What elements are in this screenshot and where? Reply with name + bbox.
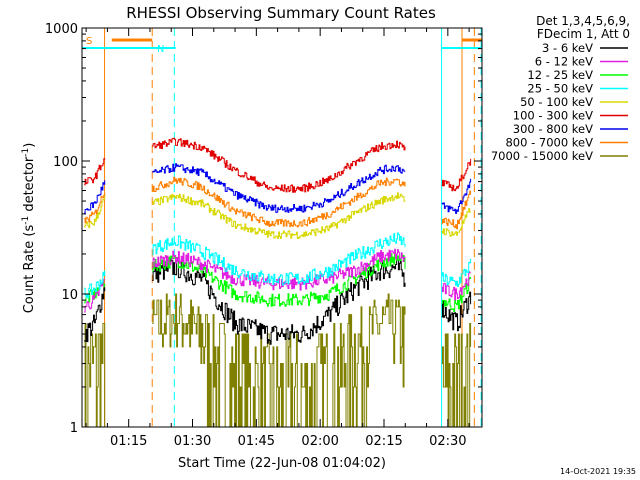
series-trace-segment-1 (84, 194, 106, 229)
series-50-100-kev (84, 192, 472, 239)
x-axis-label: Start Time (22-Jun-08 01:04:02) (178, 456, 386, 471)
series-trace-segment-2 (152, 192, 406, 239)
series-trace-segment-3 (441, 190, 472, 230)
legend: Det 1,3,4,5,6,9, FDecim 1, Att 0 3 - 6 k… (491, 14, 630, 163)
y-axis-label-mid: detector (22, 156, 37, 216)
series-trace-segment-3 (441, 258, 472, 287)
series-trace-segment-2 (152, 176, 406, 228)
series-trace-segment-3 (441, 291, 472, 332)
y-axis-label-main: Count Rate (s (22, 225, 37, 314)
legend-label-8: 800 - 7000 keV (505, 136, 593, 150)
y-tick-label-1: 10 (61, 288, 78, 303)
x-tick-label-1: 01:30 (174, 434, 211, 449)
legend-label-7: 300 - 800 keV (513, 122, 593, 136)
plot-area: SN (81, 28, 482, 428)
series-trace-segment-3 (441, 271, 472, 301)
legend-header-line-2: FDecim 1, Att 0 (537, 27, 630, 41)
series-3-6-kev (84, 257, 472, 345)
series-trace-segment-3 (441, 323, 472, 428)
series-trace-segment-1 (84, 158, 106, 186)
series-800-7000-kev (84, 176, 472, 230)
y-tick-label-0: 1 (70, 421, 78, 436)
chart-title: RHESSI Observing Summary Count Rates (126, 4, 436, 22)
series-100-300-kev (84, 137, 472, 193)
series-trace-segment-1 (84, 270, 106, 299)
y-axis-label-sup2: -1 (21, 148, 31, 157)
legend-label-6: 100 - 300 keV (513, 109, 593, 123)
series-300-800-kev (84, 163, 472, 214)
footer-timestamp: 14-Oct-2021 19:35 (560, 467, 636, 476)
series-trace-segment-1 (84, 287, 106, 343)
series-trace-segment-3 (441, 158, 472, 192)
axes: 1 10 100 1000 01:15 01:30 01:45 02:00 02:15 02:30 (45, 22, 483, 449)
series-trace-segment-1 (84, 180, 106, 214)
y-axis-label: Count Rate (s-1 detector-1) (21, 143, 37, 314)
x-tick-label-5: 02:30 (429, 434, 466, 449)
series-trace-segment-3 (441, 277, 472, 313)
series-trace-segment-3 (441, 178, 472, 214)
series-trace-segment-1 (84, 278, 106, 313)
series-7000-15000-kev (84, 293, 472, 428)
series-trace-segment-2 (152, 257, 406, 345)
legend-label-4: 25 - 50 keV (527, 82, 593, 96)
legend-header-line-1: Det 1,3,4,5,6,9, (536, 14, 630, 28)
legend-label-9: 7000 - 15000 keV (491, 149, 593, 163)
legend-label-3: 12 - 25 keV (527, 68, 593, 82)
y-axis-label-sup1: -1 (21, 216, 31, 225)
x-tick-label-3: 02:00 (301, 434, 338, 449)
flag-label-n: N (157, 44, 164, 55)
legend-label-5: 50 - 100 keV (520, 95, 593, 109)
series-25-50-kev (84, 232, 472, 299)
y-axis-label-end: ) (22, 143, 37, 148)
flag-label-s: S (86, 36, 92, 47)
series-trace-segment-2 (152, 137, 406, 193)
legend-label-1: 3 - 6 keV (542, 41, 593, 55)
series-trace-segment-1 (84, 193, 106, 224)
x-tick-label-4: 02:15 (365, 434, 402, 449)
x-tick-label-2: 01:45 (238, 434, 275, 449)
x-tick-label-0: 01:15 (110, 434, 147, 449)
series-trace-segment-2 (152, 293, 406, 428)
legend-label-2: 6 - 12 keV (535, 55, 593, 69)
plot-frame (81, 27, 483, 428)
series-trace-segment-2 (152, 232, 406, 286)
series-trace-segment-3 (441, 208, 472, 237)
y-tick-label-3: 1000 (45, 22, 78, 37)
series-trace-segment-2 (152, 163, 406, 213)
series-trace-segment-1 (84, 323, 106, 428)
y-tick-label-2: 100 (53, 155, 78, 170)
